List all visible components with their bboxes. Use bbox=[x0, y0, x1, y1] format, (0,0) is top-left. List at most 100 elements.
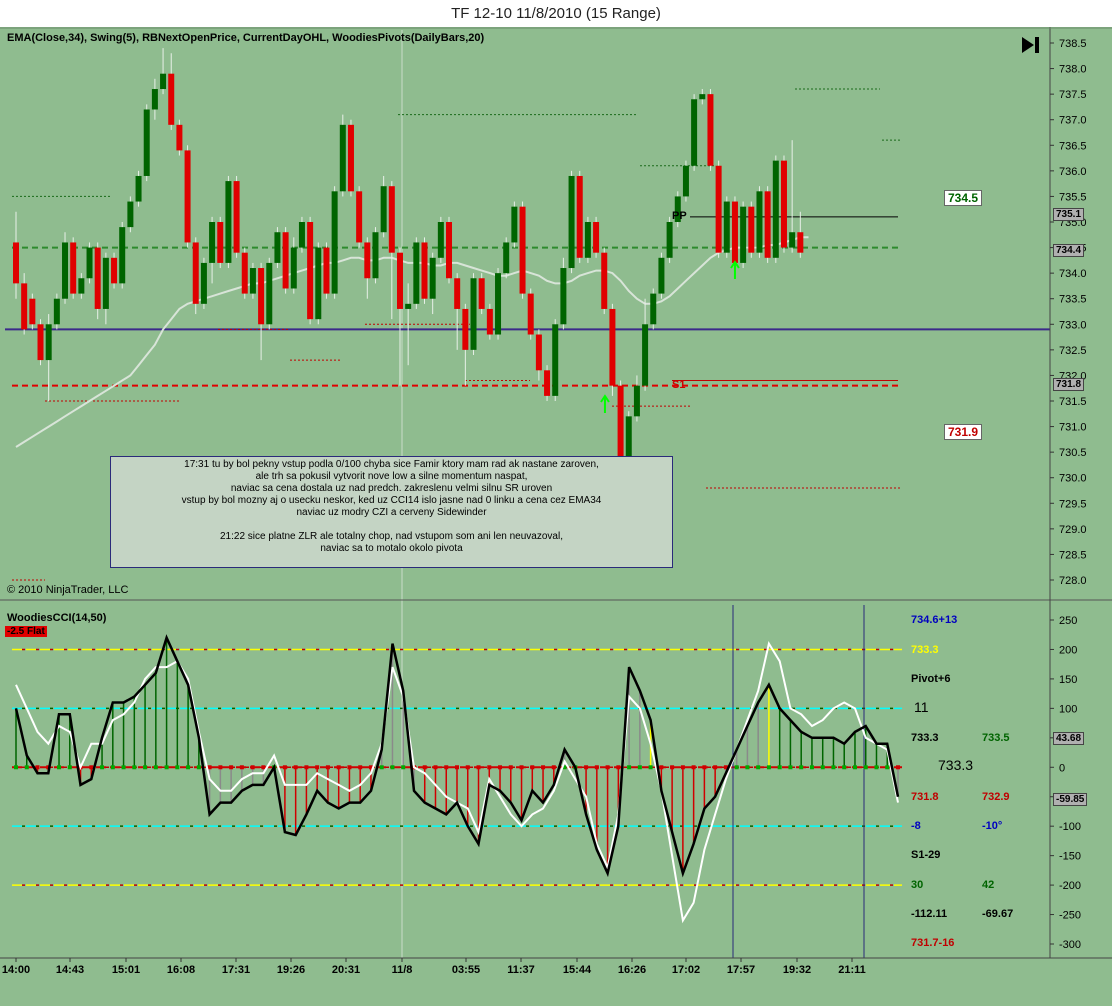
candle bbox=[666, 216, 673, 263]
cci-zero-marker bbox=[207, 765, 212, 770]
price-tick-label: 734.0 bbox=[1059, 268, 1087, 280]
info-line10b: 42 bbox=[982, 879, 995, 891]
candle-body bbox=[609, 308, 616, 386]
candle bbox=[151, 78, 158, 120]
candle bbox=[258, 262, 265, 361]
candle-body bbox=[519, 206, 526, 294]
candle bbox=[200, 257, 207, 309]
cci-zero-marker bbox=[282, 765, 287, 770]
candle bbox=[740, 201, 747, 269]
candle bbox=[331, 186, 338, 299]
price-tick-label: 728.0 bbox=[1059, 575, 1087, 587]
candle-body bbox=[53, 298, 60, 325]
candle-body bbox=[691, 99, 698, 166]
candle bbox=[225, 175, 232, 269]
cci-zero-marker bbox=[777, 765, 782, 770]
candle-body bbox=[347, 124, 354, 192]
candle bbox=[470, 273, 477, 355]
candle bbox=[544, 365, 551, 401]
candle-body bbox=[119, 227, 126, 284]
pivot-label-s1: S1 bbox=[672, 379, 686, 391]
candle-body bbox=[748, 206, 755, 253]
annotation-line: naviac uz modry CZI a cerveny Sidewinder bbox=[296, 507, 487, 518]
time-tick-label: 11/8 bbox=[392, 964, 413, 976]
annotation-line bbox=[111, 519, 672, 531]
candle-body bbox=[495, 273, 502, 335]
candle bbox=[323, 242, 330, 299]
candle bbox=[772, 155, 779, 263]
candle-body bbox=[151, 89, 158, 110]
candle-body bbox=[372, 232, 379, 279]
candle-body bbox=[192, 242, 199, 304]
price-tick-label: 733.0 bbox=[1059, 319, 1087, 331]
candle-body bbox=[364, 242, 371, 279]
cci-zero-marker bbox=[702, 765, 707, 770]
candle-body bbox=[200, 262, 207, 304]
cci-zero-marker bbox=[304, 765, 309, 770]
candle-body bbox=[772, 160, 779, 258]
time-tick-label: 16:26 bbox=[618, 964, 646, 976]
candle-body bbox=[527, 293, 534, 335]
candle bbox=[86, 242, 93, 284]
candle-body bbox=[323, 247, 330, 294]
candle-body bbox=[478, 278, 485, 309]
cci-zero-marker bbox=[799, 765, 804, 770]
annotation-line: naviac sa cena dostala uz nad predch. za… bbox=[230, 483, 553, 494]
go-to-end-icon[interactable] bbox=[1019, 33, 1043, 57]
candle-body bbox=[535, 334, 542, 371]
cci-zero-marker bbox=[24, 765, 29, 770]
cci-zero-marker bbox=[809, 765, 814, 770]
cci-zero-marker bbox=[831, 765, 836, 770]
cci-zero-marker bbox=[519, 765, 524, 770]
cci-zero-marker bbox=[239, 765, 244, 770]
candle-body bbox=[486, 308, 493, 335]
candle-body bbox=[258, 268, 265, 325]
cci-tick-label: -200 bbox=[1059, 880, 1081, 892]
cci-zero-marker bbox=[422, 765, 427, 770]
candle bbox=[437, 216, 444, 263]
cci-zero-marker bbox=[734, 765, 739, 770]
annotation-line: ale trh sa pokusil vytvorit nove low a s… bbox=[255, 471, 528, 482]
info-line11a: -112.11 bbox=[911, 908, 948, 920]
candle-body bbox=[560, 268, 567, 325]
candle-body bbox=[86, 247, 93, 279]
cci-zero-marker bbox=[637, 765, 642, 770]
cci-label: WoodiesCCI(14,50) bbox=[7, 612, 107, 624]
candle-body bbox=[454, 278, 461, 309]
candle-body bbox=[143, 109, 150, 176]
candle-body bbox=[388, 186, 395, 253]
candle bbox=[143, 104, 150, 182]
cci-zero-marker bbox=[605, 765, 610, 770]
candle bbox=[642, 298, 649, 391]
candle bbox=[364, 237, 371, 299]
cci-zero-marker bbox=[293, 765, 298, 770]
price-tick-label: 731.0 bbox=[1059, 422, 1087, 434]
cci-histogram bbox=[14, 637, 900, 874]
price-tick-label: 730.0 bbox=[1059, 473, 1087, 485]
candle-body bbox=[707, 94, 714, 166]
chart-area[interactable]: 738.5 738.0 737.5 737.0 736.5 736.0 735.5 735.0… bbox=[0, 27, 1112, 1001]
window-title: TF 12-10 11/8/2010 (15 Range) bbox=[0, 0, 1112, 27]
info-line12: 731.7-16 bbox=[911, 937, 955, 949]
candle-body bbox=[789, 232, 796, 248]
candle bbox=[413, 237, 420, 309]
cci-zero-marker bbox=[196, 765, 201, 770]
candle bbox=[421, 237, 428, 304]
info-line6: 733.3 bbox=[938, 757, 974, 773]
cci-zero-marker bbox=[648, 765, 653, 770]
candle bbox=[372, 227, 379, 284]
cci-zero-marker bbox=[250, 765, 255, 770]
cci-zero-marker bbox=[401, 765, 406, 770]
candle-body bbox=[625, 416, 632, 483]
price-tick-label: 735.5 bbox=[1059, 191, 1087, 203]
candle bbox=[584, 216, 591, 263]
arrow-head bbox=[730, 260, 740, 269]
cci-lines bbox=[14, 634, 900, 924]
cci-zero-marker bbox=[379, 765, 384, 770]
cci-zero-marker bbox=[874, 765, 879, 770]
candle-body bbox=[421, 242, 428, 299]
time-tick-label: 11:37 bbox=[507, 964, 535, 976]
candle bbox=[249, 262, 256, 299]
candle bbox=[135, 170, 142, 207]
candle bbox=[756, 186, 763, 258]
